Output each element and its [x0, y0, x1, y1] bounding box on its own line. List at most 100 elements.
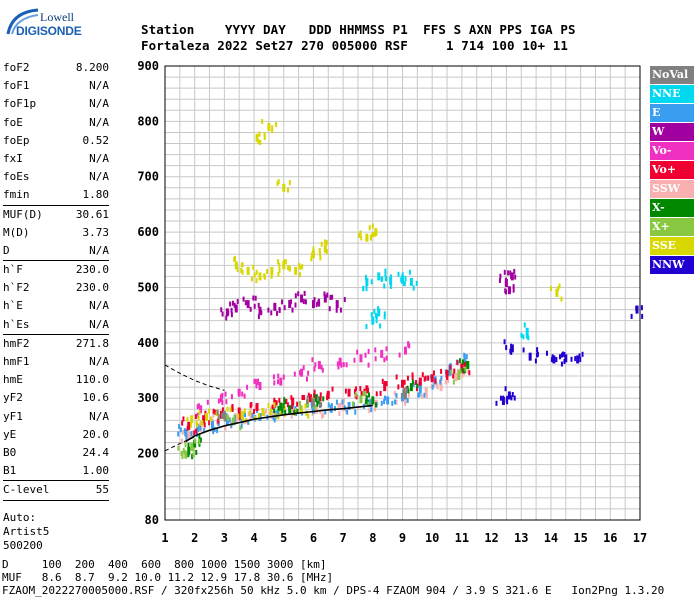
param-row: foF1 N/A: [2, 77, 110, 95]
echo-point: [258, 382, 262, 391]
echo-texture: [306, 376, 309, 382]
echo-texture: [230, 394, 233, 400]
echo-texture: [201, 420, 204, 426]
echo-texture: [273, 402, 276, 408]
echo-texture: [360, 390, 363, 396]
echo-texture: [286, 402, 289, 408]
echo-texture: [190, 431, 193, 437]
echo-texture: [277, 271, 280, 277]
echo-texture: [303, 290, 306, 296]
echo-texture: [310, 256, 313, 262]
echo-texture: [240, 423, 243, 429]
echo-texture: [181, 454, 184, 460]
echo-texture: [254, 415, 257, 421]
echo-texture: [290, 408, 293, 414]
echo-texture: [311, 357, 314, 363]
x-tick-label: 14: [544, 531, 558, 545]
echo-texture: [555, 288, 558, 294]
echo-texture: [217, 421, 220, 427]
echo-texture: [354, 409, 357, 415]
legend-item-vo-: Vo+: [650, 161, 694, 179]
echo-point: [246, 266, 250, 275]
echo-texture: [325, 249, 328, 255]
echo-point: [308, 394, 312, 403]
param-row: foF2 8.200: [2, 59, 110, 77]
echo-texture: [311, 408, 314, 414]
echo-point: [187, 421, 191, 430]
echo-texture: [452, 379, 455, 385]
legend-item-x-: X-: [650, 199, 694, 217]
param-key: C-level: [3, 483, 50, 497]
echo-point: [258, 272, 262, 281]
profile-trace: [185, 404, 373, 443]
echo-texture: [558, 354, 561, 360]
echo-texture: [231, 300, 234, 306]
echo-texture: [272, 415, 275, 421]
echo-texture: [338, 410, 341, 416]
echo-texture: [247, 419, 250, 425]
echo-point: [294, 266, 298, 275]
logo-arc-icon: [6, 8, 39, 35]
param-value: 30.61: [75, 207, 109, 221]
echo-texture: [226, 406, 229, 412]
echo-texture: [344, 388, 347, 394]
y-tick-label: 400: [137, 336, 159, 350]
echo-point: [261, 408, 265, 417]
echo-texture: [434, 378, 437, 384]
echo-texture: [463, 361, 466, 367]
echo-texture: [404, 276, 407, 282]
echo-texture: [436, 384, 439, 390]
echo-texture: [499, 395, 502, 401]
echo-texture: [421, 372, 424, 378]
echo-texture: [395, 374, 398, 380]
echo-texture: [208, 408, 211, 414]
echo-point: [371, 316, 375, 325]
echo-texture: [267, 307, 270, 313]
echo-texture: [377, 306, 380, 312]
param-row: M(D) 3.73: [2, 224, 110, 242]
echo-texture: [504, 288, 507, 294]
echo-texture: [306, 395, 309, 401]
echo-texture: [282, 403, 285, 409]
echo-texture: [270, 273, 273, 279]
echo-texture: [305, 410, 308, 416]
param-key: yF2: [3, 391, 23, 405]
echo-texture: [277, 405, 280, 411]
y-tick-label: 800: [137, 114, 159, 128]
echo-texture: [416, 383, 419, 389]
param-value: N/A: [89, 170, 109, 184]
echo-texture: [557, 286, 560, 292]
echo-texture: [562, 351, 565, 357]
bottom-info: D 100 200 400 600 800 1000 1500 3000 [km…: [2, 558, 664, 597]
echo-texture: [236, 299, 239, 305]
y-tick-label: 300: [137, 391, 159, 405]
echo-texture: [290, 413, 293, 419]
echo-point: [409, 383, 413, 392]
echo-texture: [503, 269, 506, 275]
echo-texture: [384, 271, 387, 277]
echo-texture: [281, 299, 284, 305]
echo-texture: [294, 302, 297, 308]
echo-texture: [277, 259, 280, 265]
echo-point: [510, 272, 514, 281]
param-value: 24.4: [82, 445, 110, 459]
echo-texture: [321, 413, 324, 419]
echo-texture: [263, 273, 266, 279]
echo-point: [424, 387, 428, 396]
param-row: foE N/A: [2, 114, 110, 132]
param-key: foEs: [3, 170, 30, 184]
echo-texture: [513, 395, 516, 401]
legend-item-w: W: [650, 123, 694, 141]
echo-texture: [271, 128, 274, 134]
echo-texture: [298, 400, 301, 406]
echo-texture: [374, 406, 377, 412]
param-key: B1: [3, 464, 17, 478]
echo-point: [383, 383, 387, 392]
echo-texture: [459, 368, 462, 374]
echo-point: [234, 304, 238, 313]
x-tick-label: 9: [399, 531, 406, 545]
echo-point: [377, 308, 381, 317]
param-row: yF1 N/A: [2, 408, 110, 426]
echo-texture: [346, 409, 349, 415]
echo-texture: [458, 358, 461, 364]
